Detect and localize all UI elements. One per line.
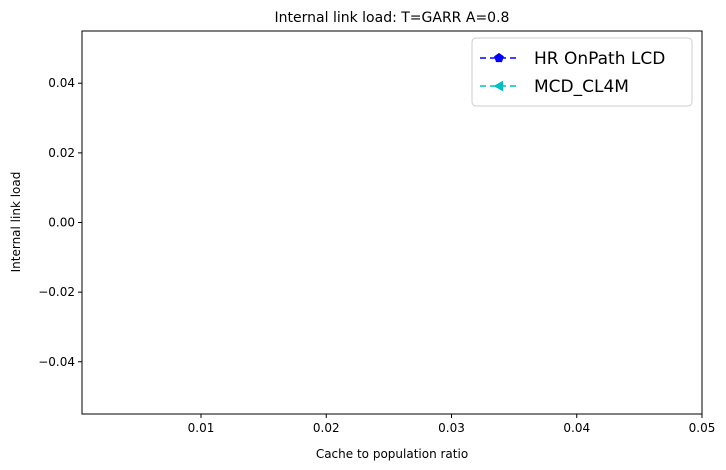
x-tick-label: 0.04 [563,421,590,435]
legend-label-1: MCD_CL4M [534,77,629,97]
x-axis-ticks: 0.01 0.02 0.03 0.04 0.05 [188,414,716,435]
y-tick-label: −0.02 [38,285,75,299]
chart-title: Internal link load: T=GARR A=0.8 [275,10,510,26]
x-tick-label: 0.05 [689,421,716,435]
y-tick-label: 0.00 [48,216,75,230]
y-axis-label: Internal link load [9,172,23,273]
y-axis-ticks: 0.04 0.02 0.00 −0.02 −0.04 [38,76,82,369]
legend-frame [471,37,693,107]
legend-label-0: HR OnPath LCD [534,49,665,69]
y-tick-label: 0.02 [48,146,75,160]
legend-marker-0 [494,52,504,63]
x-tick-label: 0.01 [188,421,215,435]
y-tick-label: 0.04 [48,76,75,90]
legend-marker-1 [493,80,504,92]
x-axis-label: Cache to population ratio [316,447,468,461]
y-tick-label: −0.04 [38,355,75,369]
x-tick-label: 0.03 [438,421,465,435]
legend: HR OnPath LCD MCD_CL4M [471,37,693,107]
x-tick-label: 0.02 [313,421,340,435]
